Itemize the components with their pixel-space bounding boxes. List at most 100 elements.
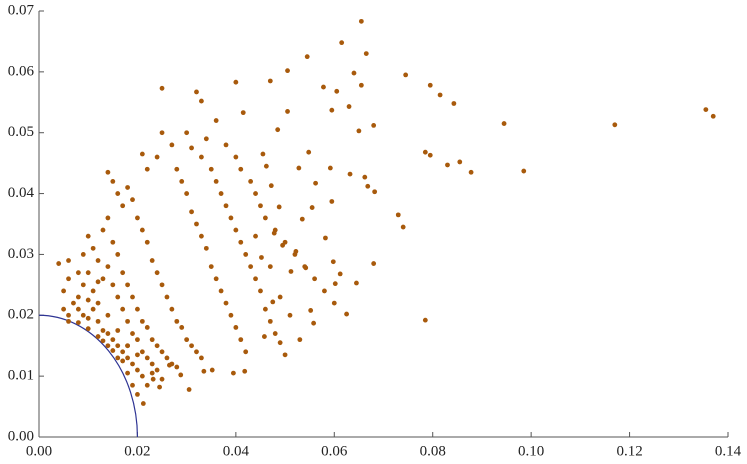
point: [263, 163, 269, 169]
point: [61, 306, 67, 312]
point: [120, 358, 126, 364]
point: [169, 306, 175, 312]
point: [130, 294, 135, 300]
point: [110, 282, 116, 288]
point: [258, 288, 263, 294]
point: [248, 179, 254, 184]
point: [105, 264, 111, 269]
point: [230, 370, 236, 376]
point: [427, 82, 433, 88]
y-tick-label: 0.04: [8, 185, 35, 201]
point: [186, 387, 192, 392]
point: [275, 127, 281, 133]
point: [154, 270, 160, 276]
point: [115, 252, 121, 257]
point: [178, 372, 184, 378]
point: [267, 264, 273, 269]
point: [223, 300, 229, 306]
point: [233, 325, 239, 330]
point: [306, 149, 312, 155]
point: [194, 221, 199, 227]
point: [100, 276, 106, 282]
point: [277, 340, 283, 346]
point: [105, 215, 111, 221]
point: [285, 68, 290, 74]
point: [201, 368, 207, 374]
point: [297, 337, 303, 343]
point: [259, 255, 264, 260]
point: [344, 311, 349, 317]
point: [125, 318, 130, 324]
point: [174, 318, 180, 324]
point: [154, 154, 160, 160]
point: [120, 349, 126, 355]
point: [85, 233, 91, 239]
y-tick-label: 0.05: [8, 124, 34, 140]
point: [371, 123, 377, 128]
point: [339, 40, 345, 46]
x-tick-label: 0.06: [321, 443, 348, 459]
point: [130, 197, 135, 203]
point: [362, 174, 368, 180]
point: [135, 392, 140, 397]
point: [130, 361, 135, 367]
point: [75, 306, 81, 312]
point: [159, 85, 165, 91]
point: [189, 145, 194, 151]
point: [199, 233, 204, 239]
point: [703, 107, 709, 112]
point: [334, 88, 340, 94]
point: [71, 300, 76, 306]
point: [144, 382, 150, 388]
point: [258, 203, 263, 209]
point: [184, 130, 190, 136]
y-tick-label: 0.02: [8, 307, 34, 323]
point: [267, 318, 273, 324]
point: [149, 258, 155, 263]
point: [243, 252, 249, 257]
point: [150, 376, 156, 382]
point: [61, 288, 67, 294]
point: [66, 258, 71, 263]
point: [120, 270, 126, 276]
point: [329, 107, 335, 113]
point: [110, 239, 116, 245]
point: [363, 51, 369, 56]
point: [85, 326, 91, 332]
point: [223, 203, 229, 209]
point: [501, 121, 507, 126]
y-tick-label: 0.06: [8, 63, 35, 79]
point: [90, 288, 96, 294]
point: [135, 367, 140, 373]
point: [457, 159, 463, 165]
point: [213, 276, 219, 282]
y-tick-label: 0.00: [8, 428, 34, 444]
point: [154, 343, 160, 349]
point: [208, 166, 214, 172]
point: [174, 364, 180, 370]
point: [179, 179, 185, 184]
x-tick-label: 0.12: [616, 443, 642, 459]
point: [218, 288, 224, 294]
point: [327, 165, 333, 171]
point: [267, 78, 273, 84]
point: [66, 318, 71, 324]
point: [309, 205, 315, 210]
point: [288, 269, 294, 274]
point: [208, 264, 214, 269]
point: [233, 154, 239, 160]
point: [395, 212, 401, 218]
point: [213, 118, 219, 123]
point: [139, 373, 145, 379]
point: [189, 343, 194, 349]
point: [144, 325, 150, 330]
point: [110, 179, 116, 184]
point: [276, 204, 282, 210]
point: [164, 355, 170, 361]
point: [115, 343, 121, 349]
point: [139, 349, 145, 355]
point: [95, 279, 101, 285]
point: [75, 270, 81, 276]
point: [521, 168, 527, 174]
point: [169, 361, 175, 367]
